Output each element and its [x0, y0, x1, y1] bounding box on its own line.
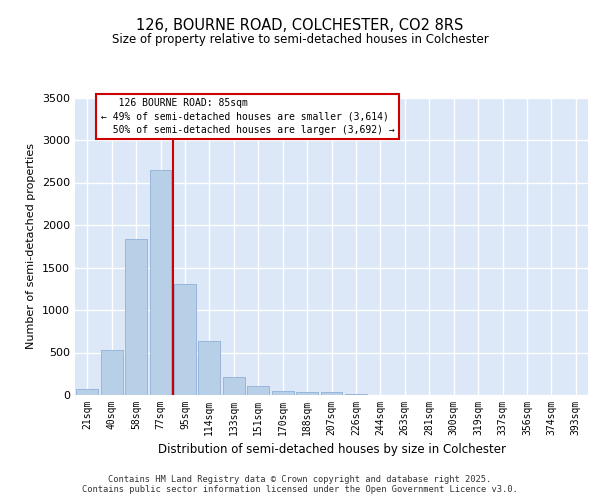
Bar — [125, 238, 147, 395]
Text: Size of property relative to semi-detached houses in Colchester: Size of property relative to semi-detach… — [112, 32, 488, 46]
Text: 126, BOURNE ROAD, COLCHESTER, CO2 8RS: 126, BOURNE ROAD, COLCHESTER, CO2 8RS — [136, 18, 464, 32]
X-axis label: Distribution of semi-detached houses by size in Colchester: Distribution of semi-detached houses by … — [157, 444, 505, 456]
Text: 126 BOURNE ROAD: 85sqm
← 49% of semi-detached houses are smaller (3,614)
  50% o: 126 BOURNE ROAD: 85sqm ← 49% of semi-det… — [101, 98, 394, 134]
Bar — [247, 386, 269, 395]
Text: Contains HM Land Registry data © Crown copyright and database right 2025.
Contai: Contains HM Land Registry data © Crown c… — [82, 474, 518, 494]
Bar — [199, 340, 220, 395]
Y-axis label: Number of semi-detached properties: Number of semi-detached properties — [26, 143, 37, 350]
Bar — [174, 284, 196, 395]
Bar — [223, 377, 245, 395]
Bar — [76, 389, 98, 395]
Bar — [320, 392, 343, 395]
Bar — [272, 391, 293, 395]
Bar — [149, 170, 172, 395]
Bar — [345, 394, 367, 395]
Bar — [101, 350, 122, 395]
Bar — [296, 392, 318, 395]
